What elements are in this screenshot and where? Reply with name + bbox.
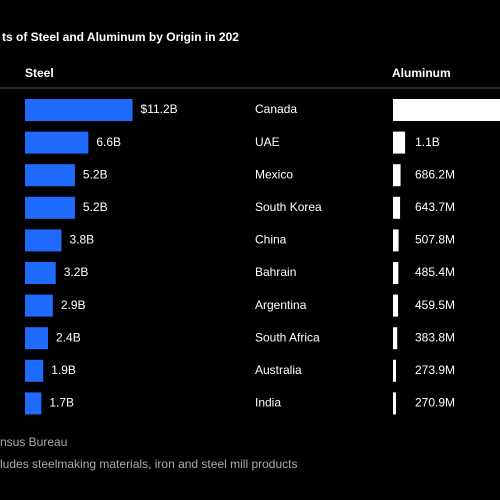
value-label: 1.1B xyxy=(415,135,440,149)
category-label: South Korea xyxy=(255,200,322,214)
value-label: 1.9B xyxy=(51,363,76,377)
bar xyxy=(393,229,399,252)
chart-title: ts of Steel and Aluminum by Origin in 20… xyxy=(2,30,239,44)
bar xyxy=(25,99,133,121)
bar xyxy=(393,327,398,350)
value-label: 5.2B xyxy=(83,167,108,181)
bar xyxy=(25,131,89,154)
value-label: $11.2B xyxy=(141,102,178,116)
value-label: 485.4M xyxy=(415,265,455,279)
category-label: UAE xyxy=(255,135,280,149)
category-label: Mexico xyxy=(255,167,293,181)
value-label: 383.8M xyxy=(415,330,455,344)
bar xyxy=(393,131,406,154)
bar xyxy=(393,196,401,219)
category-label: Bahrain xyxy=(255,265,296,279)
value-label: 686.2M xyxy=(415,167,455,181)
value-label: 5.2B xyxy=(83,200,108,214)
series-header: Aluminum xyxy=(392,66,451,80)
category-label: India xyxy=(255,396,281,410)
value-label: 3.2B xyxy=(64,265,89,279)
bar xyxy=(25,327,49,350)
category-label: Australia xyxy=(255,363,302,377)
bar xyxy=(393,99,500,121)
bar xyxy=(25,392,42,415)
value-label: 459.5M xyxy=(415,298,455,312)
value-label: 273.9M xyxy=(415,363,455,377)
bar xyxy=(393,262,399,284)
source: nsus Bureau xyxy=(0,435,67,449)
value-label: 270.9M xyxy=(415,396,455,410)
value-label: 2.9B xyxy=(61,298,86,312)
bar xyxy=(393,164,401,187)
bar xyxy=(25,196,75,219)
category-label: Argentina xyxy=(255,298,307,312)
value-label: 3.8B xyxy=(69,233,94,247)
bar xyxy=(25,294,53,317)
value-label: 6.6B xyxy=(96,135,121,149)
bar xyxy=(25,262,56,284)
value-label: 2.4B xyxy=(56,330,81,344)
category-label: China xyxy=(255,233,287,247)
series-header: Steel xyxy=(25,66,54,80)
bar xyxy=(393,359,397,382)
bar xyxy=(25,359,44,382)
bar xyxy=(25,229,62,252)
category-label: Canada xyxy=(255,102,297,116)
value-label: 1.7B xyxy=(49,396,74,410)
bar xyxy=(393,392,396,415)
bar xyxy=(25,164,75,187)
category-label: South Africa xyxy=(255,330,320,344)
bar xyxy=(393,294,399,317)
value-label: 507.8M xyxy=(415,233,455,247)
value-label: 643.7M xyxy=(415,200,455,214)
note: ludes steelmaking materials, iron and st… xyxy=(0,457,297,471)
